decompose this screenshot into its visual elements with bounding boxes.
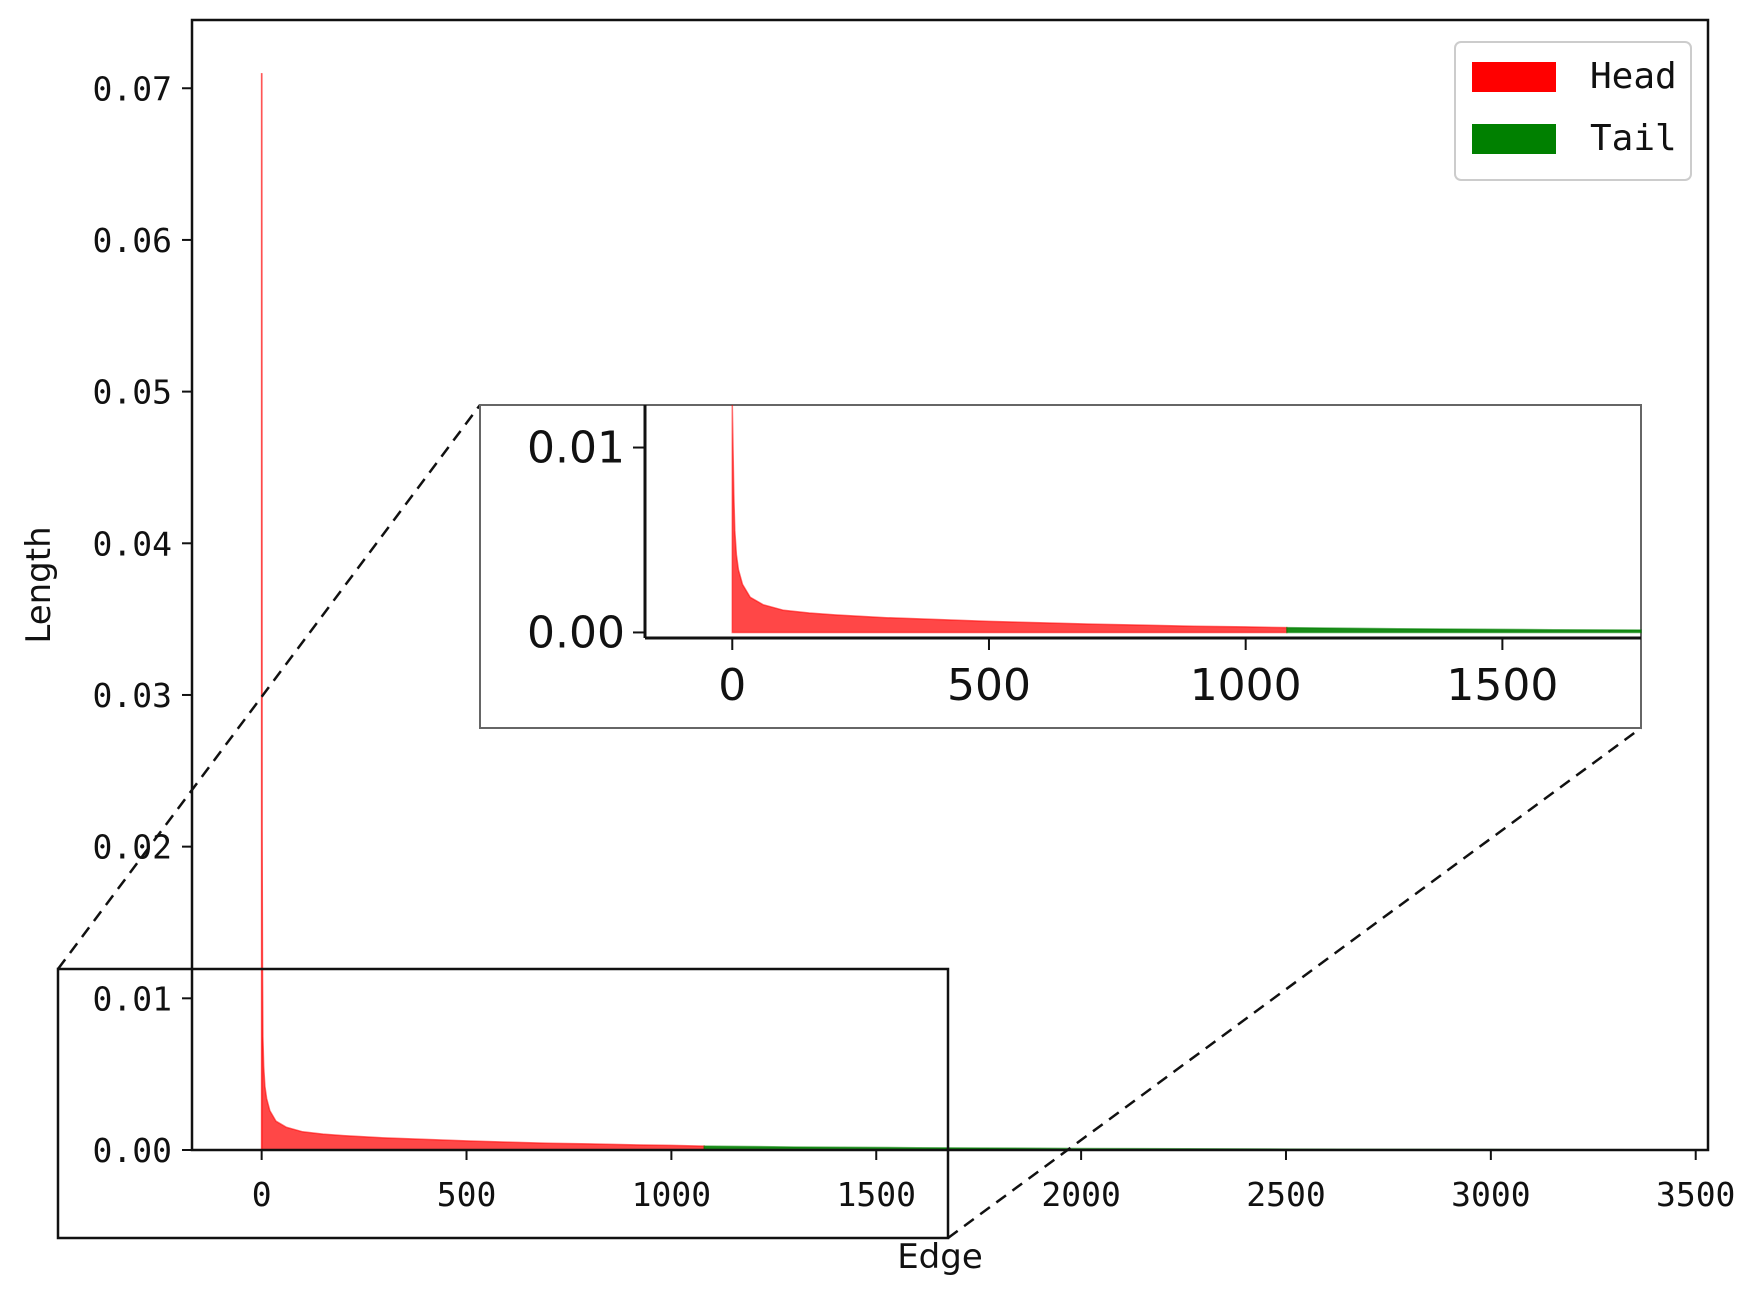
inset-series-head <box>731 404 1288 634</box>
main-x-tick-label: 500 <box>437 1175 497 1214</box>
main-y-tick-label: 0.07 <box>93 69 172 108</box>
inset-background <box>479 404 1642 729</box>
legend-swatch-tail <box>1472 124 1556 154</box>
main-y-tick-label: 0.04 <box>93 524 172 563</box>
main-y-tick-label: 0.00 <box>93 1131 172 1170</box>
inset-x-tick-label: 1500 <box>1446 660 1558 711</box>
main-x-tick-label: 2000 <box>1041 1175 1120 1214</box>
main-x-tick-label: 2500 <box>1246 1175 1325 1214</box>
zoom-region-box <box>56 967 950 1240</box>
inset-series-tail <box>1286 626 1642 634</box>
main-x-tick-label: 3000 <box>1451 1175 1530 1214</box>
main-series-head <box>260 73 705 1151</box>
main-x-tick-label: 1500 <box>837 1175 916 1214</box>
zoom-connector-left <box>56 404 482 970</box>
legend-label-head: Head <box>1590 56 1677 97</box>
inset-y-tick-label: 0.00 <box>527 607 625 658</box>
legend: Head Tail <box>1454 41 1692 181</box>
zoom-connector-right <box>947 726 1642 1240</box>
zoom-indicator <box>56 404 1642 1240</box>
main-plot-frame <box>190 18 1710 1152</box>
inset-x-tick-label: 0 <box>718 660 746 711</box>
main-plot: 0 500 1000 1500 2000 2500 3000 35000.000.010.02… <box>19 18 1735 1277</box>
inset-plot: 0 500 1000 1500 0.00 0.01 <box>479 404 1642 729</box>
main-y-tick-label: 0.01 <box>93 979 172 1018</box>
legend-swatch-head <box>1472 62 1556 92</box>
main-y-tick-label: 0.06 <box>93 221 172 260</box>
inset-x-tick-label: 500 <box>947 660 1031 711</box>
main-x-tick-label: 0 <box>252 1175 272 1214</box>
x-axis-label: Edge <box>897 1237 983 1277</box>
legend-label-tail: Tail <box>1590 118 1677 159</box>
main-y-tick-label: 0.03 <box>93 676 172 715</box>
inset-y-tick-label: 0.01 <box>527 423 625 474</box>
main-y-tick-label: 0.05 <box>93 373 172 412</box>
inset-x-tick-label: 1000 <box>1190 660 1302 711</box>
y-axis-label: Length <box>19 526 59 643</box>
main-x-tick-label: 3500 <box>1656 1175 1735 1214</box>
main-x-tick-label: 1000 <box>632 1175 711 1214</box>
